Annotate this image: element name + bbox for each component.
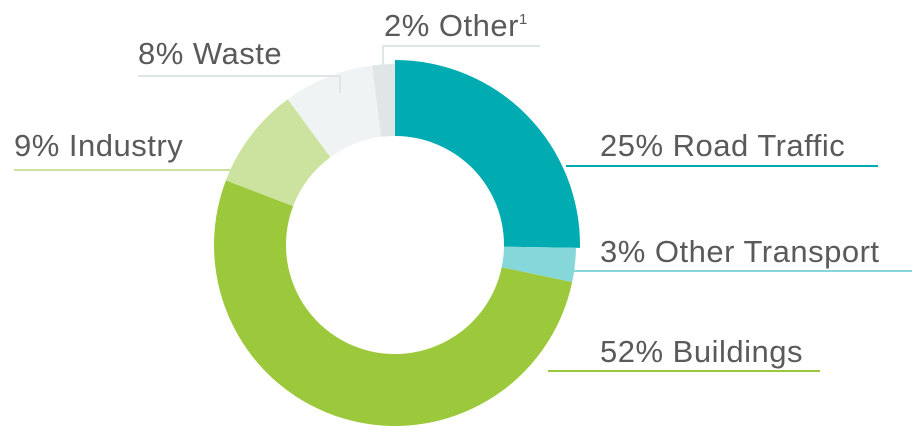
- leader-waste: [138, 75, 341, 93]
- label-other-superscript: 1: [519, 11, 528, 28]
- slice-road-traffic: [395, 60, 580, 248]
- label-other: 2% Other1: [384, 8, 528, 43]
- slice-industry: [225, 99, 331, 207]
- label-buildings: 52% Buildings: [600, 334, 803, 369]
- label-other-text: 2% Other: [384, 8, 519, 43]
- slice-buildings: [214, 180, 573, 426]
- label-industry: 9% Industry: [14, 128, 183, 163]
- chart-slices: [214, 60, 580, 426]
- slice-other: [372, 64, 395, 137]
- leader-lines: [14, 45, 912, 372]
- label-road-traffic: 25% Road Traffic: [600, 128, 845, 163]
- slice-other-transport: [501, 246, 576, 283]
- label-other-transport: 3% Other Transport: [600, 234, 880, 269]
- leader-other: [382, 45, 540, 75]
- slice-waste: [287, 65, 382, 158]
- label-waste: 8% Waste: [138, 36, 282, 71]
